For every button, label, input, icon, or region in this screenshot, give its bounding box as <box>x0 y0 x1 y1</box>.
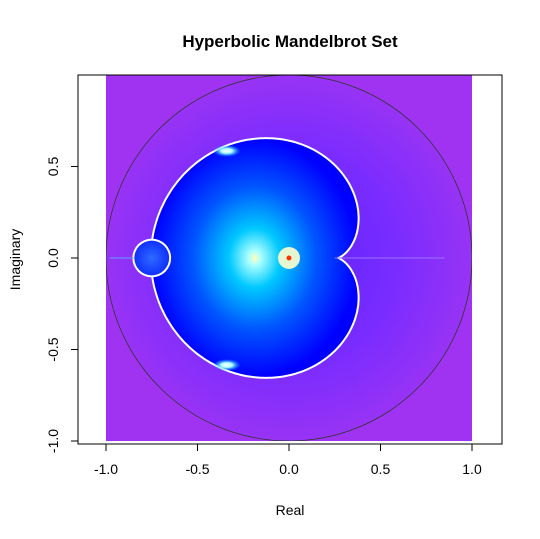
period-two-bulb <box>134 240 170 276</box>
x-tick-label: -0.5 <box>185 461 209 477</box>
chart-title: Hyperbolic Mandelbrot Set <box>182 32 398 51</box>
x-axis: -1.0 -0.5 0.0 0.5 1.0 <box>94 443 482 477</box>
y-tick-label: 0.0 <box>45 248 61 268</box>
y-tick-label: -0.5 <box>45 337 61 361</box>
upper-bulb <box>212 144 241 157</box>
x-tick-label: 0.5 <box>371 461 391 477</box>
x-tick-label: 1.0 <box>462 461 482 477</box>
y-tick-label: -1.0 <box>45 429 61 453</box>
y-tick-label: 0.5 <box>45 157 61 177</box>
plot-area <box>106 75 472 441</box>
x-axis-label: Real <box>276 502 305 518</box>
x-tick-label: -1.0 <box>94 461 118 477</box>
y-axis: -1.0 -0.5 0.0 0.5 <box>45 157 79 453</box>
y-axis-label: Imaginary <box>7 229 23 290</box>
mandelbrot-set <box>109 137 445 379</box>
center-point <box>286 255 292 261</box>
main-cardioid <box>151 139 358 377</box>
x-tick-label: 0.0 <box>279 461 299 477</box>
lower-bulb <box>212 359 241 372</box>
